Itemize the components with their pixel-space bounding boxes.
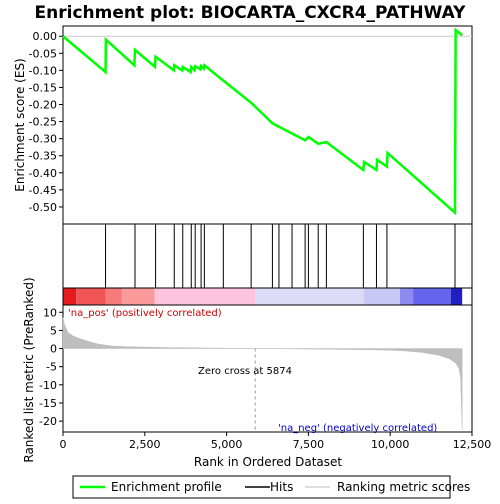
metric-y-tick-label: 0 [50, 343, 57, 356]
zero-cross-label: Zero cross at 5874 [198, 366, 292, 377]
metric-y-tick-label: -20 [39, 415, 57, 428]
metric-y-axis-label: Ranked list metric (PreRanked) [22, 277, 36, 462]
es-y-tick-label: -0.10 [29, 64, 57, 77]
hit-marks [105, 224, 456, 288]
chart-title: Enrichment plot: BIOCARTA_CXCR4_PATHWAY [35, 3, 467, 23]
x-tick-label: 5,000 [211, 438, 243, 451]
heat-segment [121, 288, 155, 305]
heat-segment [450, 288, 463, 305]
legend-label: Ranking metric scores [337, 480, 470, 494]
heat-segment [154, 288, 256, 305]
es-y-axis-label: Enrichment score (ES) [13, 58, 27, 191]
metric-y-tick-label: 5 [50, 324, 57, 337]
x-tick-label: 0 [60, 438, 67, 451]
ranked-metric-area [62, 317, 463, 431]
es-y-tick-label: -0.05 [29, 47, 57, 60]
x-tick-label: 2,500 [129, 438, 161, 451]
hits-panel [62, 223, 473, 289]
legend-label: Enrichment profile [111, 480, 222, 494]
x-tick-label: 10,000 [371, 438, 410, 451]
metric-y-tick-label: -15 [39, 397, 57, 410]
es-y-tick-label: -0.30 [29, 133, 57, 146]
enrichment-profile-line [62, 27, 463, 216]
metric-y-tick-label: -5 [46, 361, 57, 374]
heat-segment [63, 288, 77, 305]
x-axis-label: Rank in Ordered Dataset [194, 455, 342, 469]
heat-segment [413, 288, 451, 305]
heat-segment [105, 288, 122, 305]
es-y-tick-label: -0.35 [29, 150, 57, 163]
x-axis: 0 2,500 5,000 7,500 10,000 12,500 [60, 432, 492, 451]
pos-correlated-label: 'na_pos' (positively correlated) [68, 308, 222, 319]
heat-segment [400, 288, 414, 305]
es-y-tick-label: -0.45 [29, 184, 57, 197]
metric-y-tick-label: -10 [39, 379, 57, 392]
heat-segment [364, 288, 401, 305]
heat-strip [63, 288, 463, 305]
heat-segment [255, 288, 365, 305]
es-y-tick-label: -0.15 [29, 81, 57, 94]
metric-y-axis: 10 5 0 -5 -10 -15 -20 [39, 306, 63, 428]
legend: Enrichment profile Hits Ranking metric sco… [72, 475, 470, 499]
es-y-tick-label: -0.40 [29, 167, 57, 180]
heat-segment [76, 288, 106, 305]
metric-panel [62, 304, 473, 433]
es-y-tick-label: 0.00 [33, 30, 58, 43]
es-y-tick-label: -0.25 [29, 116, 57, 129]
es-y-axis: 0.00 -0.05 -0.10 -0.15 -0.20 -0.25 -0.30 -0.35 -… [29, 30, 63, 214]
es-y-tick-label: -0.50 [29, 201, 57, 214]
legend-label: Hits [270, 480, 293, 494]
es-y-tick-label: -0.20 [29, 99, 57, 112]
x-tick-label: 12,500 [453, 438, 492, 451]
x-tick-label: 7,500 [293, 438, 325, 451]
metric-y-tick-label: 10 [43, 306, 57, 319]
neg-correlated-label: 'na_neg' (negatively correlated) [278, 423, 437, 434]
